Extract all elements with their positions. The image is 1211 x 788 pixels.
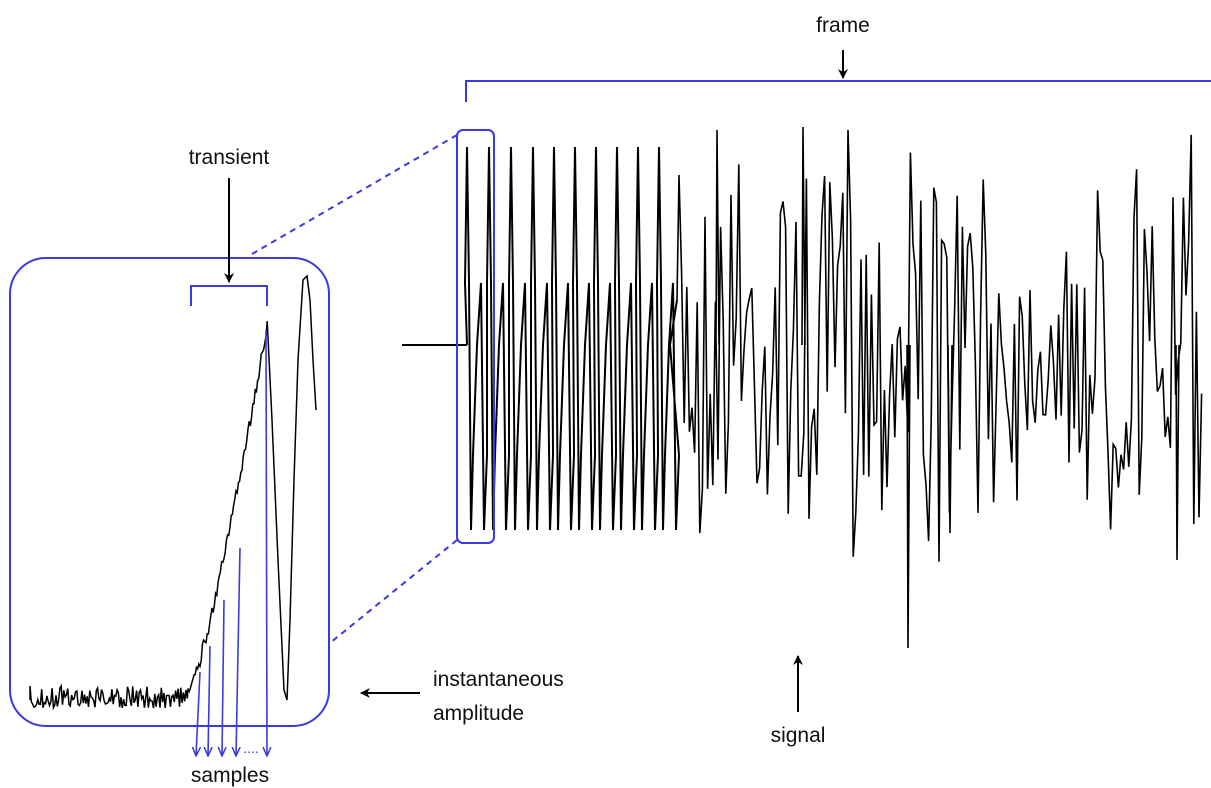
frame-bracket (465, 80, 1211, 102)
inset-waveform (29, 274, 317, 711)
frame-label: frame (816, 14, 870, 37)
instantaneous-amplitude-label-line2: amplitude (433, 702, 524, 725)
sample-arrow (208, 645, 210, 756)
zoom-inset (9, 257, 330, 727)
samples-label: samples (191, 764, 269, 787)
zoom-connector-top (251, 134, 458, 255)
transient-bracket (190, 285, 268, 306)
samples-ellipsis: .... (243, 740, 259, 756)
sample-arrow (236, 547, 240, 756)
zoom-connector-bottom (329, 539, 458, 644)
sample-arrow (222, 599, 224, 756)
sample-arrow (266, 329, 267, 756)
zoom-window (456, 129, 495, 544)
signal-label: signal (771, 724, 826, 747)
sample-arrows (196, 329, 267, 756)
sample-arrow (196, 671, 200, 756)
transient-label: transient (189, 146, 270, 169)
signal-waveform (463, 126, 1203, 649)
instantaneous-amplitude-label-line1: instantaneous (433, 668, 564, 691)
